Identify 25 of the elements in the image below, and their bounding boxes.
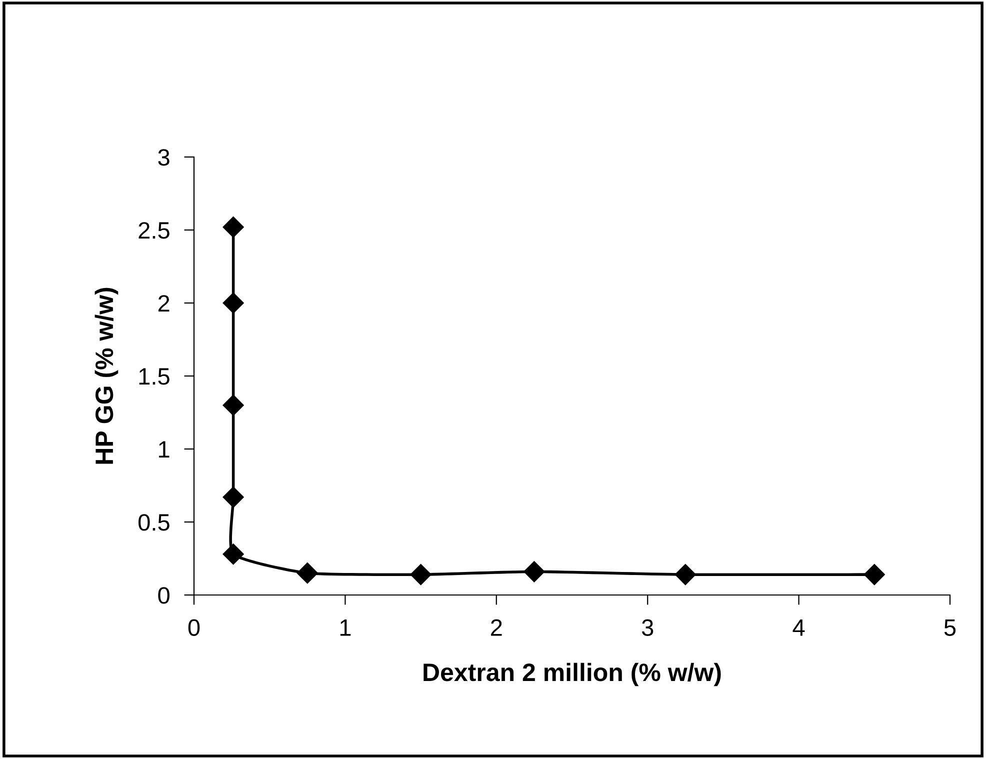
x-tick-label: 0 [188, 619, 200, 636]
point [524, 561, 545, 582]
point [296, 562, 318, 584]
y-tick-label: 0 [158, 587, 170, 604]
y-tick-label: 1 [159, 441, 170, 458]
point [222, 544, 244, 565]
y-tick-label: 2.5 [138, 222, 170, 239]
point [410, 564, 432, 586]
point [222, 216, 244, 238]
point [222, 292, 244, 314]
point [674, 564, 696, 586]
x-tick-label: 1 [340, 619, 351, 636]
x-tick-label: 4 [792, 619, 805, 636]
y-tick-label: 2 [158, 295, 170, 312]
y-tick-label: 3 [158, 149, 170, 166]
y-tick-label: 0.5 [138, 514, 170, 531]
point [222, 394, 244, 416]
y-tick-label: 1.5 [139, 368, 170, 385]
x-tick-label: 5 [944, 619, 956, 636]
x-tick-label: 3 [642, 619, 654, 636]
point [864, 564, 885, 586]
point [222, 486, 244, 508]
x-axis-title: Dextran 2 million (% w/w) [424, 662, 721, 686]
y-axis-title: HP GG (% w/w) [94, 288, 118, 464]
x-tick-label: 2 [491, 619, 502, 636]
